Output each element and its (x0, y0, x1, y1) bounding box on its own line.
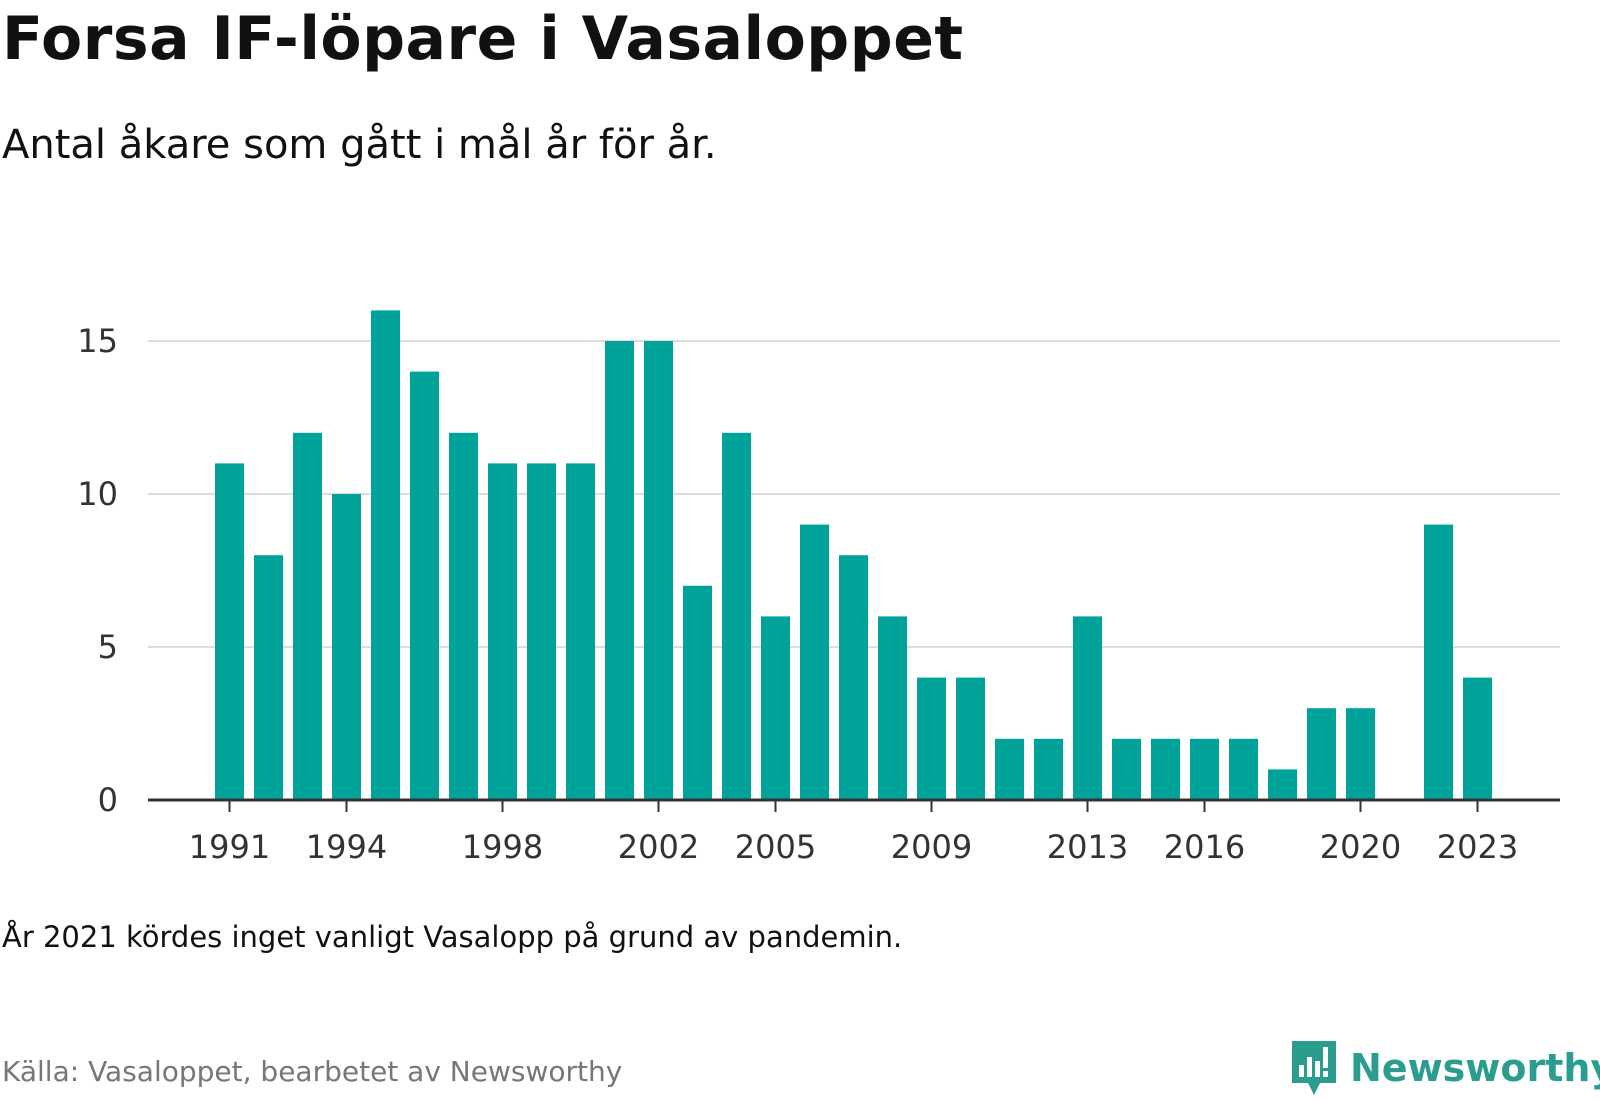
bar (488, 463, 517, 800)
bar (683, 585, 712, 800)
bar (410, 371, 439, 800)
bar (722, 432, 751, 800)
x-tick-label: 2023 (1437, 828, 1518, 866)
bar (878, 616, 907, 800)
x-tick-label: 2005 (735, 828, 816, 866)
x-tick-label: 1998 (462, 828, 543, 866)
x-tick-label: 2009 (891, 828, 972, 866)
chart-subtitle: Antal åkare som gått i mål år för år. (2, 122, 717, 168)
x-tick-label: 1994 (306, 828, 387, 866)
bar (1307, 708, 1336, 800)
bar (1229, 738, 1258, 800)
y-tick-label: 10 (77, 475, 118, 513)
x-tick-label: 2002 (618, 828, 699, 866)
bar (1463, 677, 1492, 800)
bar (839, 555, 868, 800)
bar (332, 494, 361, 800)
bar (1268, 769, 1297, 800)
bar (800, 524, 829, 800)
y-tick-label: 5 (98, 628, 118, 666)
bar (566, 463, 595, 800)
bar (1112, 738, 1141, 800)
brand-logo: Newsworthy (1290, 1038, 1600, 1098)
bars (215, 310, 1492, 800)
axes: 0 5 10 15 1991 1994 1998 2002 2005 2009 2013 2016 20… (77, 322, 1560, 866)
bar (605, 341, 634, 800)
x-tick-label: 2016 (1164, 828, 1245, 866)
y-tick-label: 15 (77, 322, 118, 360)
bar (371, 310, 400, 800)
newsworthy-logo-icon (1292, 1041, 1336, 1095)
y-tick-label: 0 (98, 781, 118, 819)
bar (449, 432, 478, 800)
x-tick-label: 2013 (1047, 828, 1128, 866)
bar (527, 463, 556, 800)
bar (761, 616, 790, 800)
chart-title: Forsa IF-löpare i Vasaloppet (2, 4, 964, 74)
bar (956, 677, 985, 800)
bar (1034, 738, 1063, 800)
bar (644, 341, 673, 800)
bar (1424, 524, 1453, 800)
bar (995, 738, 1024, 800)
bar (1151, 738, 1180, 800)
bar (917, 677, 946, 800)
x-tick-label: 1991 (189, 828, 270, 866)
source-text: Källa: Vasaloppet, bearbetet av Newswort… (2, 1055, 623, 1088)
bar (1346, 708, 1375, 800)
bar (215, 463, 244, 800)
bar-chart: 0 5 10 15 1991 1994 1998 2002 2005 2009 2013 2016 20… (77, 310, 1560, 866)
bar (1073, 616, 1102, 800)
x-tick-label: 2020 (1320, 828, 1401, 866)
bar (293, 432, 322, 800)
brand-name: Newsworthy (1350, 1046, 1600, 1090)
chart-note: År 2021 kördes inget vanligt Vasalopp på… (2, 920, 903, 954)
bar (1190, 738, 1219, 800)
bar (254, 555, 283, 800)
